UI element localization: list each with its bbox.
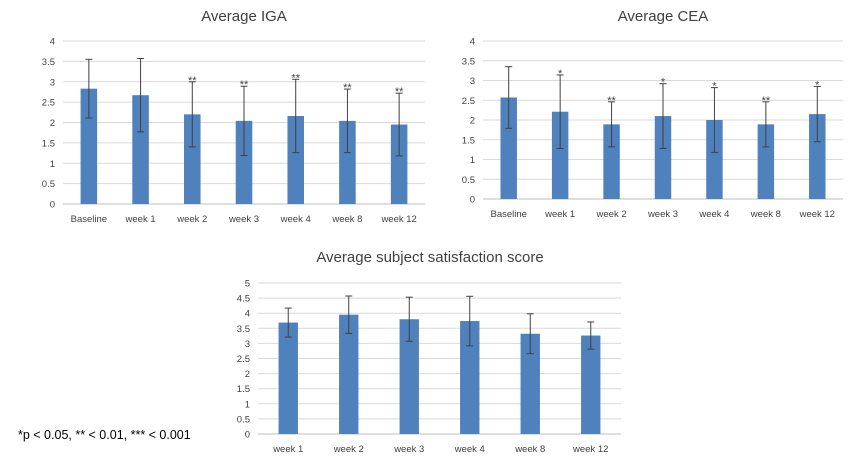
significance-marker: ** bbox=[343, 82, 352, 94]
y-tick-label: 0 bbox=[245, 430, 250, 441]
x-tick-label: week 2 bbox=[333, 444, 364, 455]
significance-marker: * bbox=[661, 77, 666, 89]
y-tick-label: 2 bbox=[50, 118, 55, 129]
bar bbox=[520, 333, 540, 434]
y-tick-label: 3.5 bbox=[42, 57, 55, 68]
bar bbox=[235, 120, 253, 204]
significance-marker: ** bbox=[395, 86, 404, 98]
y-tick-label: 4 bbox=[50, 37, 55, 48]
y-tick-label: 3.5 bbox=[462, 56, 475, 67]
chart-average-cea: Average CEA 0 0.5 1 1.5 2 2.5 3 3.5 4 Baseline * wee… bbox=[462, 8, 843, 220]
y-tick-label: 3 bbox=[470, 76, 475, 87]
chart-title: Average CEA bbox=[618, 8, 709, 25]
y-tick-label: 2.5 bbox=[42, 98, 55, 109]
x-tick-label: Baseline bbox=[71, 214, 107, 225]
significance-marker: ** bbox=[240, 79, 249, 91]
significance-footnote: *p < 0.05, ** < 0.01, *** < 0.001 bbox=[18, 428, 191, 442]
y-tick-label: 3 bbox=[50, 77, 55, 88]
significance-marker: ** bbox=[188, 75, 197, 87]
x-tick-label: week 4 bbox=[280, 214, 311, 225]
y-tick-label: 3.5 bbox=[237, 324, 250, 335]
x-tick-label: week 2 bbox=[176, 214, 207, 225]
y-tick-label: 2.5 bbox=[237, 354, 250, 365]
bar bbox=[132, 95, 149, 204]
chart-title: Average subject satisfaction score bbox=[316, 249, 543, 266]
x-tick-label: week 12 bbox=[380, 214, 416, 225]
bar bbox=[654, 116, 672, 199]
x-tick-label: week 8 bbox=[750, 209, 781, 220]
chart-average-iga: Average IGA 0 0.5 1 1.5 2 2.5 3 3.5 4 Baseline week… bbox=[42, 8, 425, 225]
y-tick-label: 1 bbox=[50, 159, 55, 170]
bar bbox=[581, 335, 601, 434]
x-tick-label: week 4 bbox=[698, 209, 729, 220]
significance-marker: ** bbox=[291, 72, 300, 84]
y-tick-label: 1 bbox=[470, 155, 475, 166]
y-tick-label: 2 bbox=[470, 116, 475, 127]
y-tick-label: 4.5 bbox=[237, 294, 250, 305]
bar bbox=[706, 120, 723, 199]
significance-marker: * bbox=[558, 68, 563, 80]
y-tick-label: 1.5 bbox=[42, 138, 55, 149]
y-tick-label: 0.5 bbox=[42, 179, 55, 190]
x-tick-label: week 1 bbox=[272, 444, 303, 455]
x-tick-label: week 3 bbox=[647, 209, 678, 220]
x-tick-label: week 12 bbox=[799, 209, 835, 220]
y-tick-label: 4 bbox=[470, 37, 475, 48]
bar bbox=[500, 97, 517, 199]
y-tick-label: 4 bbox=[245, 309, 250, 320]
x-tick-label: week 8 bbox=[514, 444, 545, 455]
bar bbox=[184, 114, 201, 204]
y-tick-label: 0.5 bbox=[237, 414, 250, 425]
bar bbox=[278, 322, 298, 434]
y-tick-label: 2.5 bbox=[462, 96, 475, 107]
bar bbox=[757, 124, 775, 199]
bar bbox=[603, 124, 620, 199]
y-tick-label: 0 bbox=[470, 195, 475, 206]
significance-marker: ** bbox=[762, 95, 771, 107]
y-tick-label: 2 bbox=[245, 369, 250, 380]
chart-title: Average IGA bbox=[201, 8, 287, 25]
x-tick-label: Baseline bbox=[490, 209, 526, 220]
bar bbox=[460, 321, 480, 434]
bar bbox=[339, 120, 356, 204]
bar bbox=[399, 319, 419, 434]
chart-average-satisfaction: Average subject satisfaction score 0 0.5 1 1… bbox=[237, 249, 621, 455]
y-tick-label: 1.5 bbox=[462, 135, 475, 146]
y-tick-label: 0 bbox=[50, 200, 55, 211]
x-tick-label: week 4 bbox=[454, 444, 485, 455]
x-tick-label: week 1 bbox=[125, 214, 156, 225]
y-tick-label: 1.5 bbox=[237, 384, 250, 395]
significance-marker: * bbox=[712, 81, 717, 93]
y-tick-label: 3 bbox=[245, 339, 250, 350]
x-tick-label: week 12 bbox=[572, 444, 608, 455]
bar bbox=[390, 124, 408, 204]
x-tick-label: week 8 bbox=[331, 214, 362, 225]
x-tick-label: week 3 bbox=[393, 444, 424, 455]
significance-marker: * bbox=[815, 79, 820, 91]
x-tick-label: week 3 bbox=[228, 214, 259, 225]
x-tick-label: week 2 bbox=[596, 209, 627, 220]
bar bbox=[551, 111, 569, 199]
y-tick-label: 5 bbox=[245, 279, 250, 290]
bar bbox=[339, 314, 359, 434]
x-tick-label: week 1 bbox=[544, 209, 575, 220]
y-tick-label: 1 bbox=[245, 399, 250, 410]
bar bbox=[80, 88, 98, 204]
y-tick-label: 0.5 bbox=[462, 175, 475, 186]
bar bbox=[809, 114, 826, 199]
significance-marker: ** bbox=[607, 95, 616, 107]
bar bbox=[287, 115, 304, 204]
